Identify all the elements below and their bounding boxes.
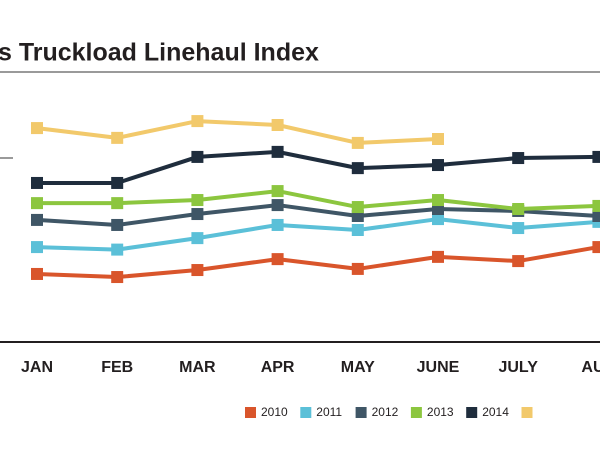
- x-tick-label: MAR: [179, 359, 216, 376]
- legend-swatch: [300, 407, 312, 418]
- point-marker: [271, 199, 284, 212]
- series-line: [37, 189, 599, 211]
- point-marker: [432, 159, 444, 172]
- point-marker: [31, 176, 43, 189]
- point-marker: [31, 213, 43, 226]
- point-marker: [191, 208, 204, 221]
- series-line: [36, 217, 599, 252]
- x-tick-label: JULY: [498, 359, 538, 376]
- legend-swatch: [355, 407, 367, 418]
- point-marker: [512, 203, 525, 215]
- point-marker: [271, 145, 284, 158]
- x-tick-label: AU: [581, 359, 600, 376]
- point-marker: [351, 201, 364, 214]
- point-marker: [31, 122, 43, 135]
- point-marker: [512, 255, 525, 268]
- point-marker: [592, 150, 600, 163]
- point-marker: [111, 218, 124, 231]
- point-marker: [191, 150, 204, 163]
- point-marker: [592, 199, 600, 212]
- point-marker: [191, 194, 204, 207]
- legend-swatch: [245, 407, 256, 418]
- point-marker: [31, 267, 43, 280]
- legend-label: 2012: [372, 405, 399, 419]
- point-marker: [191, 115, 204, 128]
- legend-swatch: [521, 407, 533, 418]
- x-tick-label: JUNE: [417, 359, 460, 376]
- point-marker: [111, 131, 124, 144]
- point-marker: [271, 185, 284, 198]
- point-marker: [351, 162, 364, 175]
- legend-label: 2014: [482, 405, 509, 419]
- point-marker: [111, 271, 124, 284]
- point-marker: [512, 222, 525, 235]
- point-marker: [512, 152, 525, 165]
- point-marker: [31, 197, 43, 210]
- series-line: [36, 119, 439, 145]
- point-marker: [191, 264, 204, 277]
- series-line: [36, 203, 599, 227]
- point-marker: [111, 243, 124, 256]
- point-marker: [592, 241, 600, 254]
- point-marker: [432, 194, 444, 207]
- legend-label: 2011: [316, 405, 342, 419]
- chart-title: s Truckload Linehaul Index: [0, 39, 319, 67]
- point-marker: [432, 250, 444, 263]
- point-marker: [271, 253, 284, 266]
- point-marker: [592, 210, 600, 222]
- point-marker: [31, 241, 43, 254]
- point-marker: [432, 133, 444, 145]
- point-marker: [191, 232, 204, 245]
- series-line: [36, 245, 599, 280]
- x-tick-label: JAN: [21, 359, 53, 376]
- point-marker: [351, 262, 364, 275]
- point-marker: [351, 224, 364, 236]
- point-marker: [111, 197, 124, 210]
- x-tick-label: FEB: [101, 359, 133, 376]
- legend-swatch: [466, 407, 478, 418]
- point-marker: [271, 119, 284, 131]
- point-marker: [432, 213, 444, 226]
- legend-swatch: [410, 407, 422, 418]
- point-marker: [111, 176, 124, 189]
- x-tick-label: APR: [261, 359, 295, 376]
- x-tick-label: MAY: [341, 359, 375, 376]
- point-marker: [351, 136, 364, 149]
- legend-label: 2010: [261, 405, 288, 419]
- point-marker: [271, 218, 284, 231]
- legend-label: 2013: [427, 405, 454, 419]
- series-line: [37, 149, 599, 185]
